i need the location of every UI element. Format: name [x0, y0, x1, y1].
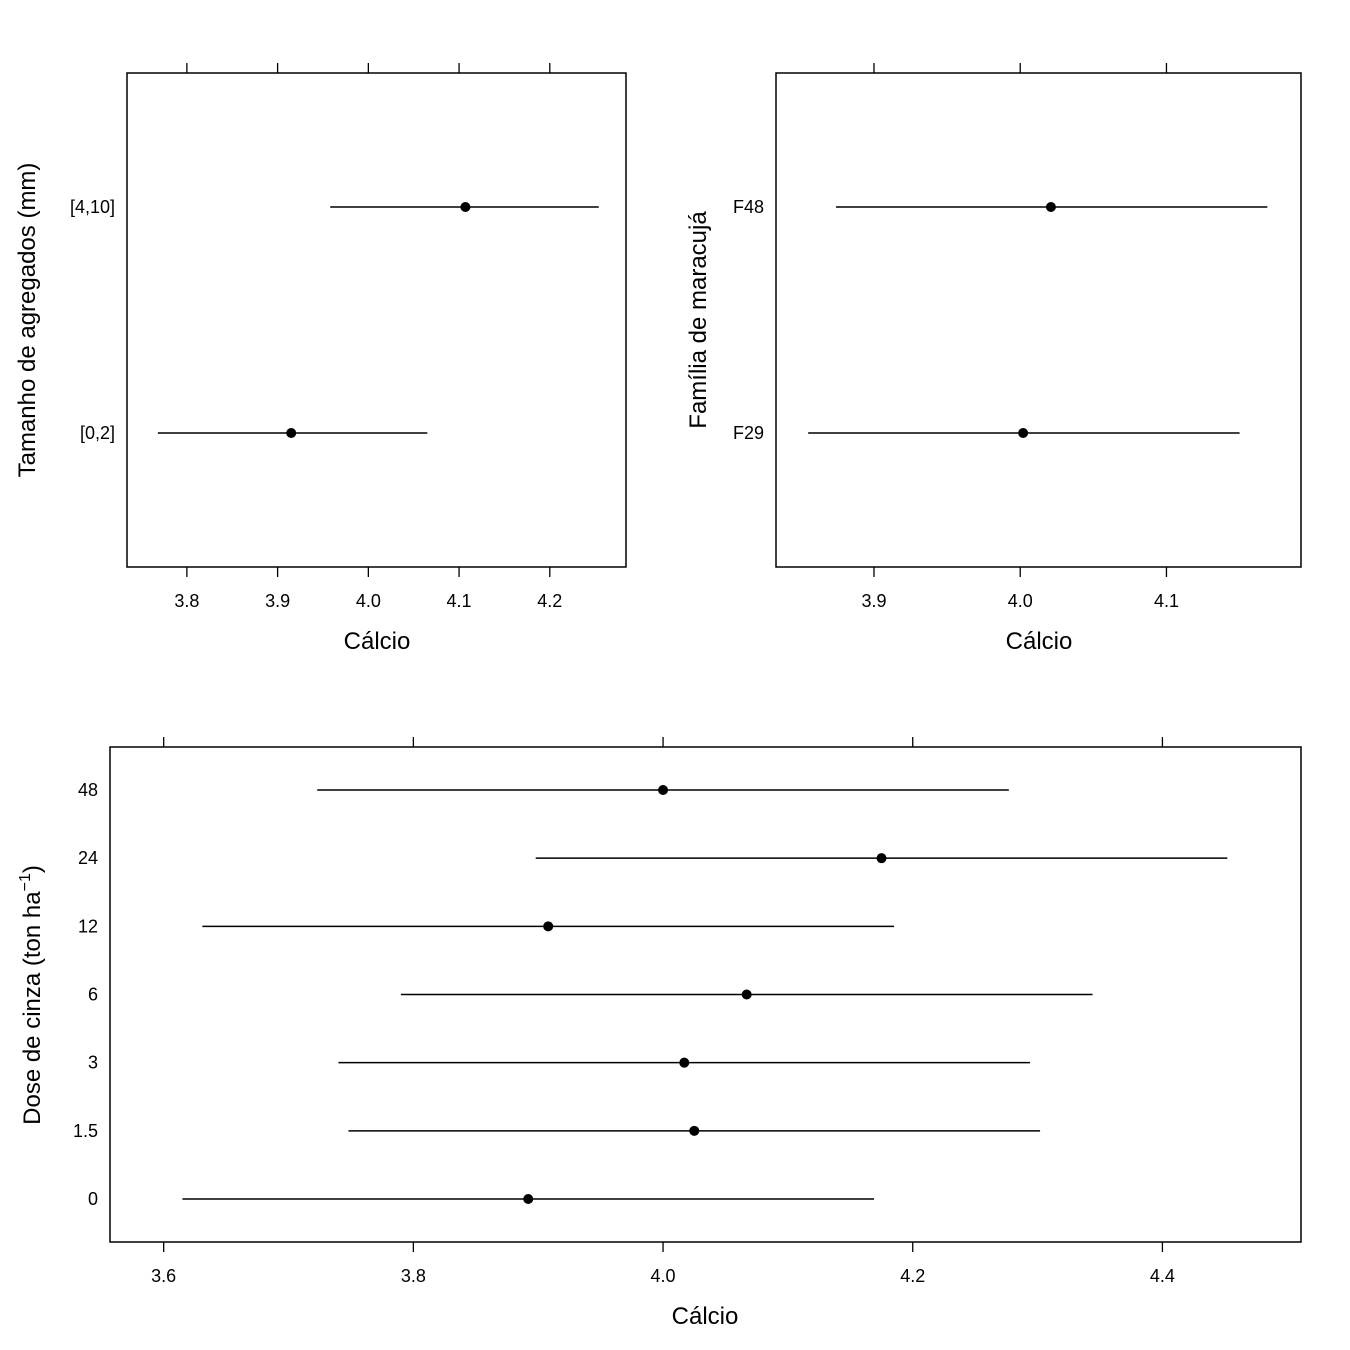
y-tick-label: [0,2] [80, 423, 115, 443]
y-tick-label: 24 [78, 848, 98, 868]
x-tick-label: 3.9 [861, 591, 886, 611]
x-tick-label: 4.2 [900, 1266, 925, 1286]
point-estimate [876, 853, 887, 864]
plot-frame [126, 72, 627, 568]
x-tick-label: 3.9 [265, 591, 290, 611]
y-tick-label: 1.5 [73, 1121, 98, 1141]
y-tick-label: 12 [78, 916, 98, 936]
x-tick-label: 4.1 [1154, 591, 1179, 611]
x-axis-title: Cálcio [344, 628, 411, 655]
y-axis-title-text: Dose de cinza (ton ha [19, 891, 46, 1125]
x-tick-label: 3.8 [401, 1266, 426, 1286]
plot-frame [109, 746, 1302, 1243]
x-tick-label: 4.0 [356, 591, 381, 611]
point-estimate [741, 989, 752, 1000]
y-tick-label: 3 [88, 1053, 98, 1073]
point-estimate [523, 1194, 534, 1204]
y-tick-label: [4,10] [70, 197, 115, 217]
y-axis-title-close: ) [19, 865, 46, 873]
point-estimate [460, 202, 471, 212]
x-tick-label: 3.6 [151, 1266, 176, 1286]
y-axis-title-superscript: −1 [17, 873, 34, 891]
point-estimate [658, 785, 669, 795]
y-tick-label: F29 [733, 423, 764, 443]
y-axis-title: Dose de cinza (ton ha−1) [17, 865, 46, 1125]
point-estimate [543, 921, 554, 932]
y-tick-label: F48 [733, 197, 764, 217]
x-tick-label: 4.2 [537, 591, 562, 611]
point-estimate [679, 1057, 690, 1068]
x-tick-label: 4.0 [651, 1266, 676, 1286]
panel-dose-cinza: Cálcio Dose de cinza (ton ha−1) 3.6 3.8 4.… [17, 737, 1302, 1330]
x-tick-label: 3.8 [174, 591, 199, 611]
panel-familia-maracuja: Cálcio Família de maracujá 3.9 4.0 4.1 F29 F… [685, 63, 1302, 655]
y-axis-title: Família de maracujá [685, 211, 712, 429]
y-tick-label: 48 [78, 780, 98, 800]
x-tick-label: 4.4 [1150, 1266, 1175, 1286]
point-estimate [689, 1125, 700, 1136]
plot-frame [775, 72, 1302, 568]
y-tick-label: 0 [88, 1189, 98, 1209]
point-estimate [1045, 202, 1056, 212]
y-tick-label: 6 [88, 985, 98, 1005]
x-axis-title: Cálcio [1006, 628, 1073, 655]
x-tick-label: 4.1 [447, 591, 472, 611]
x-tick-label: 4.0 [1008, 591, 1033, 611]
panel-tamanho-agregados: Cálcio Tamanho de agregados (mm) 3.8 3.9 4… [14, 63, 627, 655]
y-axis-title: Tamanho de agregados (mm) [14, 163, 41, 478]
point-estimate [286, 428, 297, 438]
point-estimate [1018, 428, 1029, 438]
x-axis-title: Cálcio [672, 1303, 739, 1330]
